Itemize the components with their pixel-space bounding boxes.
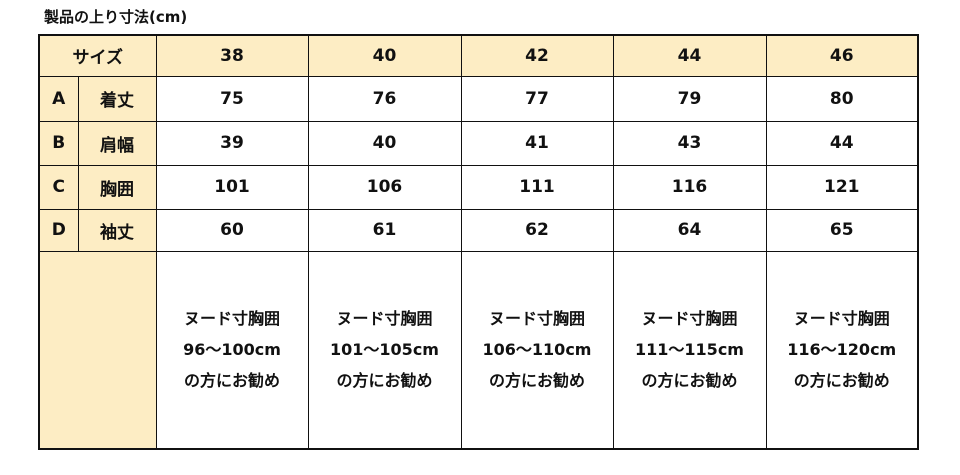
note-line: の方にお勧め	[641, 371, 738, 391]
header-row: サイズ 38 40 42 44 46	[38, 34, 919, 77]
cell: 65	[765, 208, 919, 252]
recommendation-cell: ヌード寸胸囲 116～120cm の方にお勧め	[765, 250, 919, 450]
note-line: の方にお勧め	[183, 371, 280, 391]
cell: 64	[612, 208, 767, 252]
recommendation-cell: ヌード寸胸囲 96～100cm の方にお勧め	[155, 250, 309, 450]
size-header: 40	[307, 34, 462, 77]
cell: 101	[155, 164, 309, 210]
table-row: C 胸囲 101 106 111 116 121	[38, 164, 919, 210]
note-line: ヌード寸胸囲	[793, 309, 890, 329]
recommendation-row: ヌード寸胸囲 96～100cm の方にお勧め ヌード寸胸囲 101～105cm の方にお…	[38, 250, 919, 450]
note-line: 111～115cm	[635, 340, 744, 360]
cell: 106	[307, 164, 462, 210]
note-line: の方にお勧め	[336, 371, 433, 391]
size-header: 46	[765, 34, 919, 77]
row-code: A	[38, 75, 79, 122]
blank-header-cell	[38, 250, 157, 450]
cell: 43	[612, 120, 767, 166]
cell: 79	[612, 75, 767, 122]
note-line: 106～110cm	[482, 340, 592, 360]
table-row: D 袖丈 60 61 62 64 65	[38, 208, 919, 252]
cell: 111	[460, 164, 614, 210]
row-name: 胸囲	[77, 164, 157, 210]
cell: 40	[307, 120, 462, 166]
cell: 61	[307, 208, 462, 252]
cell: 39	[155, 120, 309, 166]
cell: 44	[765, 120, 919, 166]
note-line: の方にお勧め	[488, 371, 585, 391]
size-label: サイズ	[38, 34, 157, 77]
recommendation-cell: ヌード寸胸囲 101～105cm の方にお勧め	[307, 250, 462, 450]
cell: 121	[765, 164, 919, 210]
row-name: 肩幅	[77, 120, 157, 166]
cell: 77	[460, 75, 614, 122]
row-code: D	[38, 208, 79, 252]
note-line: ヌード寸胸囲	[488, 309, 585, 329]
table-row: B 肩幅 39 40 41 43 44	[38, 120, 919, 166]
cell: 60	[155, 208, 309, 252]
cell: 75	[155, 75, 309, 122]
cell: 62	[460, 208, 614, 252]
row-name: 着丈	[77, 75, 157, 122]
table-row: A 着丈 75 76 77 79 80	[38, 75, 919, 122]
recommendation-cell: ヌード寸胸囲 106～110cm の方にお勧め	[460, 250, 614, 450]
row-code: C	[38, 164, 79, 210]
note-line: 116～120cm	[787, 340, 897, 360]
row-name: 袖丈	[77, 208, 157, 252]
note-line: 96～100cm	[183, 340, 281, 360]
recommendation-cell: ヌード寸胸囲 111～115cm の方にお勧め	[612, 250, 767, 450]
row-code: B	[38, 120, 79, 166]
size-header: 42	[460, 34, 614, 77]
cell: 41	[460, 120, 614, 166]
size-header: 38	[155, 34, 309, 77]
cell: 76	[307, 75, 462, 122]
note-line: ヌード寸胸囲	[336, 309, 433, 329]
cell: 80	[765, 75, 919, 122]
table-title: 製品の上り寸法(cm)	[44, 8, 188, 26]
note-line: ヌード寸胸囲	[641, 309, 738, 329]
note-line: 101～105cm	[330, 340, 439, 360]
size-table: サイズ 38 40 42 44 46 A 着丈 75 76 77 79 80 B…	[38, 34, 919, 450]
note-line: の方にお勧め	[793, 371, 890, 391]
cell: 116	[612, 164, 767, 210]
note-line: ヌード寸胸囲	[183, 309, 280, 329]
size-header: 44	[612, 34, 767, 77]
